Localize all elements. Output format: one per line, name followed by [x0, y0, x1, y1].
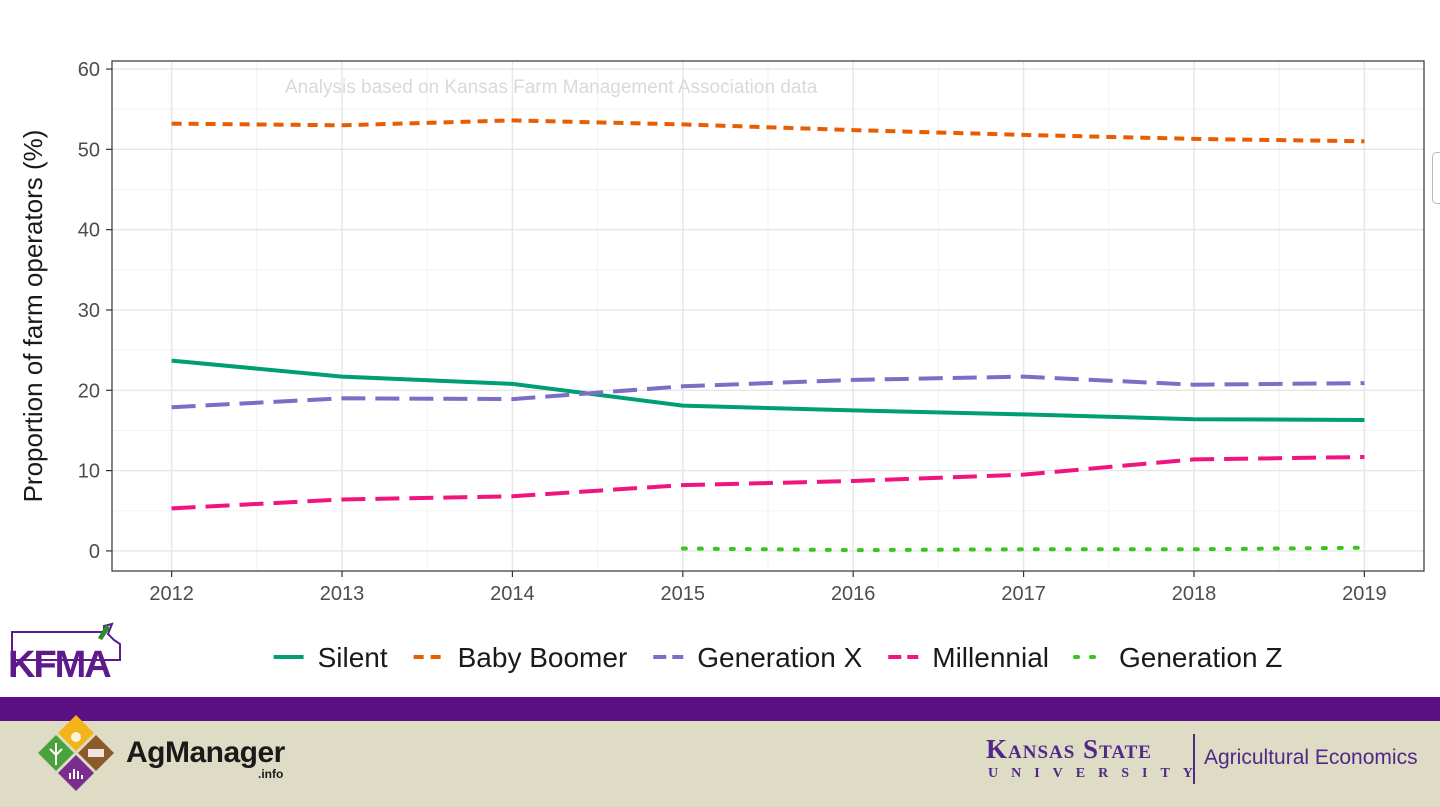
- series-line-baby-boomer: [171, 118, 1365, 144]
- legend-label-generation-z: Generation Z: [1119, 642, 1282, 673]
- y-tick-label: 40: [78, 220, 100, 242]
- legend: Silent Baby Boomer Generation X Millennial G…: [273, 642, 1282, 673]
- plot-border: [111, 60, 1425, 572]
- legend-label-silent: Silent: [318, 642, 388, 673]
- y-tick-label: 0: [89, 541, 100, 563]
- x-tick-label: 2014: [490, 583, 535, 605]
- x-tick-label: 2015: [661, 583, 706, 605]
- series-line-generation-z: [680, 545, 1367, 553]
- chart-annotation: Analysis based on Kansas Farm Management…: [285, 77, 818, 98]
- agmanager-logo: [30, 713, 330, 803]
- legend-label-generation-x: Generation X: [697, 642, 862, 673]
- y-tick-label: 30: [78, 300, 100, 322]
- x-tick-label: 2016: [831, 583, 876, 605]
- x-tick-label: 2018: [1172, 583, 1217, 605]
- x-tick-label: 2017: [1001, 583, 1046, 605]
- x-tick-label: 2013: [320, 583, 365, 605]
- y-tick-label: 60: [78, 59, 100, 81]
- y-axis-title: Proportion of farm operators (%): [18, 130, 48, 503]
- side-scroll-tab[interactable]: [1432, 152, 1440, 204]
- kfma-logo: KFMA: [8, 622, 126, 684]
- y-tick-label: 50: [78, 139, 100, 161]
- grid: [112, 61, 1424, 571]
- ksu-department: Agricultural Economics: [1204, 746, 1418, 769]
- agmanager-wordmark: AgManager: [126, 736, 285, 769]
- series-line-generation-x: [171, 374, 1365, 410]
- ksu-university: UNIVERSITY: [988, 766, 1206, 781]
- y-axis-ticks: 0 10 20 30 40 50 60: [78, 59, 112, 563]
- ksu-divider: [1193, 734, 1195, 784]
- series-line-silent: [171, 358, 1365, 422]
- legend-label-millennial: Millennial: [932, 642, 1049, 673]
- series-lines: [171, 118, 1367, 553]
- kansas-state-logo: Kansas State UNIVERSITY Agricultural Eco…: [986, 734, 1426, 790]
- footer: [0, 721, 1440, 807]
- x-tick-label: 2019: [1342, 583, 1387, 605]
- y-tick-label: 10: [78, 461, 100, 483]
- footer-accent-band: [0, 697, 1440, 721]
- x-axis-ticks: 2012 2013 2014 2015 2016 2017 2018 2019: [149, 571, 1387, 605]
- x-tick-label: 2012: [149, 583, 194, 605]
- legend-label-baby-boomer: Baby Boomer: [458, 642, 628, 673]
- kfma-wordmark: KFMA: [8, 644, 112, 686]
- agmanager-domain: .info: [258, 767, 284, 781]
- series-line-millennial: [171, 455, 1365, 511]
- agmanager-diamond-icon: [38, 715, 114, 791]
- y-tick-label: 20: [78, 380, 100, 402]
- kansas-map-icon: [11, 622, 121, 661]
- ksu-wordmark: Kansas State: [986, 734, 1152, 764]
